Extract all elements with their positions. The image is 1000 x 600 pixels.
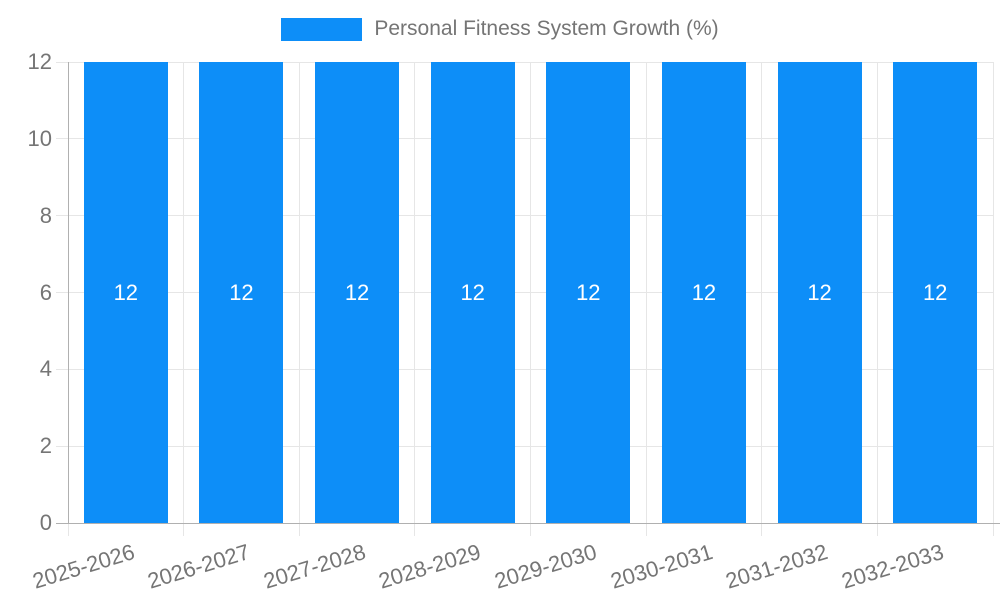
v-gridline xyxy=(298,62,300,536)
x-tick-label: 2027-2028 xyxy=(260,539,369,594)
x-axis-line xyxy=(56,522,1000,524)
bar: 12 xyxy=(661,62,746,523)
x-tick-label: 2030-2031 xyxy=(607,539,716,594)
bar-value-label: 12 xyxy=(807,279,832,305)
bar-value-label: 12 xyxy=(229,279,254,305)
v-gridline xyxy=(992,62,994,536)
y-axis-line xyxy=(67,62,69,523)
bar-value-label: 12 xyxy=(460,279,485,305)
y-tick-label: 0 xyxy=(39,510,52,535)
v-gridline xyxy=(645,62,647,536)
y-axis-tick xyxy=(56,445,68,447)
x-axis-tick xyxy=(67,523,69,536)
bar-value-label: 12 xyxy=(691,279,717,305)
v-gridline xyxy=(761,62,763,536)
bar: 12 xyxy=(430,62,515,523)
bar: 12 xyxy=(893,62,978,523)
v-gridline xyxy=(876,62,878,536)
bar-value-label: 12 xyxy=(344,279,370,305)
y-axis-tick xyxy=(56,368,68,370)
legend-label: Personal Fitness System Growth (%) xyxy=(374,17,719,40)
bar-value-label: 12 xyxy=(922,279,948,305)
y-tick-label: 6 xyxy=(39,279,52,305)
bar: 12 xyxy=(315,62,400,523)
y-tick-label: 4 xyxy=(39,356,52,382)
bar-value-label: 12 xyxy=(113,279,139,305)
x-tick-label: 2031-2032 xyxy=(722,539,831,594)
v-gridline xyxy=(530,62,531,536)
y-tick-label: 2 xyxy=(39,433,52,459)
x-tick-label: 2026-2027 xyxy=(144,539,253,594)
bar: 12 xyxy=(546,62,631,523)
y-axis-tick xyxy=(56,215,68,217)
bar-value-label: 12 xyxy=(576,279,601,305)
bar: 12 xyxy=(777,62,862,523)
v-gridline xyxy=(183,62,185,536)
x-tick-label: 2029-2030 xyxy=(491,539,600,594)
bar: 12 xyxy=(199,62,284,523)
y-tick-label: 8 xyxy=(39,202,52,228)
v-gridline xyxy=(414,62,416,536)
y-axis-tick xyxy=(56,61,68,63)
x-tick-label: 2028-2029 xyxy=(376,539,484,594)
legend-swatch-icon xyxy=(281,17,363,41)
x-tick-label: 2032-2033 xyxy=(838,539,947,594)
y-tick-label: 10 xyxy=(27,125,52,151)
bar: 12 xyxy=(83,62,168,523)
x-tick-label: 2025-2026 xyxy=(29,539,138,594)
legend-item[interactable]: Personal Fitness System Growth (%) xyxy=(281,17,719,41)
legend: Personal Fitness System Growth (%) xyxy=(0,17,1000,41)
y-axis-tick xyxy=(56,292,68,293)
y-axis-tick xyxy=(56,138,68,140)
y-tick-label: 12 xyxy=(27,49,52,74)
